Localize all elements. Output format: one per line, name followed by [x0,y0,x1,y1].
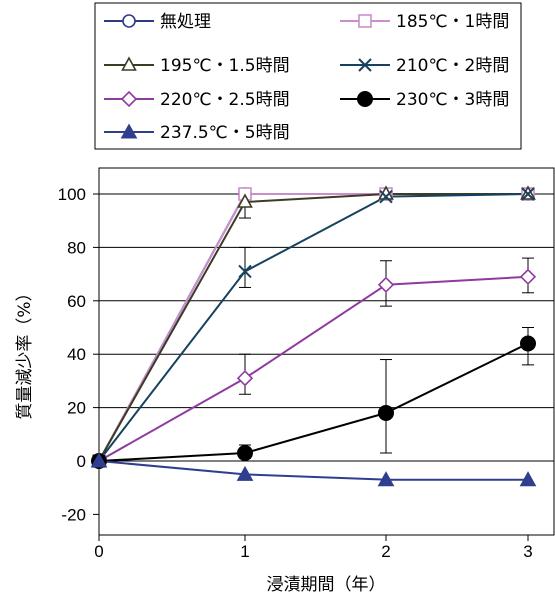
y-tick-label-1: 0 [77,452,86,471]
data-point-s3-p2-stroke-b [379,189,393,204]
data-point-s4-p3 [519,268,537,285]
legend-label: 220℃・2.5時間 [160,90,290,110]
legend-entry-1: 185℃・1時間 [340,12,509,32]
data-point-s5-p1-shape [237,444,253,461]
series-line-3 [98,193,529,462]
series-line-4 [98,275,529,462]
data-point-s4-p2 [377,276,395,293]
data-point-s2-p1 [237,193,253,208]
error-bar-s3-p1 [239,246,251,288]
legend-label: 210℃・2時間 [396,56,509,76]
data-point-s3-p2 [379,189,393,204]
series-line-2 [98,193,528,462]
y-tick-label-0: -20 [61,505,86,524]
legend-entries: 無処理 185℃・1時間 195℃・1.5時間 210℃・2時間 220℃・2.5時間 2… [104,12,509,143]
data-point-s4-p2-shape [377,276,395,293]
y-axis-title: 質量減少率（%） [15,284,35,419]
legend-entry-2: 195℃・1.5時間 [104,56,290,76]
data-point-s5-p1 [237,444,253,461]
series-lines [98,193,529,481]
legend-marker [120,90,138,108]
y-tick-label-3: 40 [67,345,86,364]
y-tick-label-5: 80 [67,238,86,257]
legend-entry-4: 220℃・2.5時間 [104,90,290,110]
data-point-s6-p2 [377,471,395,487]
legend-marker-shape [120,90,138,108]
legend-marker [122,14,136,28]
data-point-s6-p3-shape [519,471,537,487]
series-line-6 [98,460,528,481]
legend-label: 無処理 [160,12,211,32]
x-tick-label-0: 0 [94,542,103,561]
data-point-s5-p2-shape [378,404,394,421]
data-point-s6-p2-shape [377,471,395,487]
x-tick-label-3: 3 [523,542,532,561]
legend-marker-shape [358,14,372,28]
legend-marker-shape [120,123,138,139]
data-point-s3-p1-stroke-b [238,264,252,279]
x-tick-label-1: 1 [240,542,249,561]
data-point-s2-p1-shape [237,193,253,208]
data-point-s3-p3-stroke-b [521,187,535,201]
y-tick-label-6: 100 [58,185,86,204]
legend-marker-shape [122,14,136,28]
legend-marker-shape [121,56,137,71]
legend-marker [121,56,137,71]
legend: 無処理 185℃・1時間 195℃・1.5時間 210℃・2時間 220℃・2.5時間 2… [94,2,522,150]
data-point-s4-p3-shape [519,268,537,285]
series-line-5 [98,342,529,462]
data-point-s5-p3-shape [520,335,536,352]
series-markers [90,185,537,487]
data-point-s6-p0 [90,452,108,468]
data-point-s5-p2 [378,404,394,421]
plot-frame [98,167,555,536]
x-ticks: 0 1 2 3 [94,535,533,561]
data-point-s3-p1 [238,264,252,279]
y-ticks: -20 0 20 40 60 80 100 [58,185,99,524]
legend-marker-stroke-b [358,58,372,72]
legend-entry-0: 無処理 [104,12,211,32]
legend-marker-shape [357,91,373,107]
data-point-s3-p3 [521,187,535,201]
data-point-s4-p1-shape [236,370,254,387]
data-point-s6-p0-shape [90,452,108,468]
data-point-s6-p3 [519,471,537,487]
legend-label: 185℃・1時間 [396,12,509,32]
data-point-s4-p1 [236,370,254,387]
legend-label: 237.5℃・5時間 [160,123,290,143]
data-point-s6-p1-shape [236,465,254,481]
legend-label: 230℃・3時間 [396,90,509,110]
x-tick-label-2: 2 [381,542,390,561]
grid-lines [99,193,554,462]
data-point-s5-p3 [520,335,536,352]
legend-marker [357,91,373,107]
y-tick-label-2: 20 [67,399,86,418]
legend-frame [94,2,522,150]
y-tick-label-4: 60 [67,292,86,311]
legend-marker [358,14,372,28]
legend-label: 195℃・1.5時間 [160,56,290,76]
x-axis-title: 浸漬期間（年） [267,575,386,595]
legend-marker [358,58,372,72]
plot-area: -20 0 20 40 60 80 100 0 1 2 3 [58,167,555,561]
legend-entry-3: 210℃・2時間 [340,56,509,76]
legend-entry-5: 230℃・3時間 [340,90,509,110]
legend-entry-6: 237.5℃・5時間 [104,123,290,143]
data-point-s6-p1 [236,465,254,481]
legend-marker [120,123,138,139]
